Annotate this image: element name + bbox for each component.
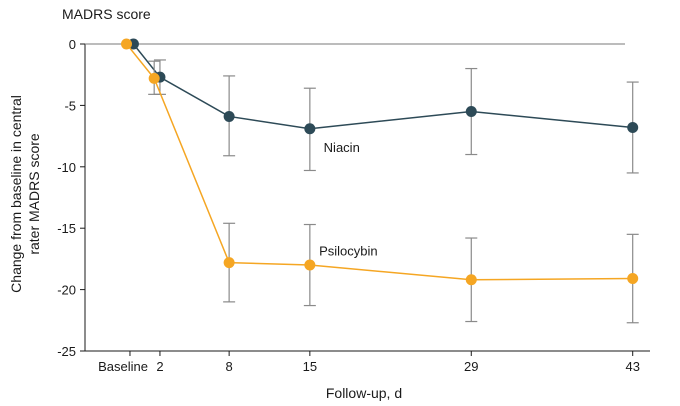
data-point bbox=[465, 274, 477, 286]
series-label: Niacin bbox=[324, 140, 360, 155]
y-tick-label: -10 bbox=[57, 160, 76, 175]
data-point bbox=[627, 122, 639, 134]
data-point bbox=[121, 38, 133, 50]
x-tick-label: 15 bbox=[303, 359, 317, 374]
series-line bbox=[132, 43, 633, 130]
data-point bbox=[148, 72, 160, 84]
data-point bbox=[304, 123, 316, 135]
y-tick-label: -5 bbox=[64, 98, 76, 113]
data-point bbox=[223, 257, 235, 269]
y-tick-label: -20 bbox=[57, 283, 76, 298]
x-tick-label: Baseline bbox=[98, 359, 148, 374]
y-tick-label: -15 bbox=[57, 221, 76, 236]
x-tick-label: 8 bbox=[226, 359, 233, 374]
y-axis-title-line-1: Change from baseline in central bbox=[8, 95, 24, 293]
x-axis-title: Follow-up, d bbox=[326, 385, 402, 401]
y-axis-title-line-2: rater MADRS score bbox=[26, 133, 42, 255]
y-axis-title: Change from baseline in central rater MA… bbox=[8, 95, 42, 293]
x-tick-label: 43 bbox=[625, 359, 639, 374]
chart-title: MADRS score bbox=[62, 6, 151, 22]
series-label: Psilocybin bbox=[319, 243, 378, 258]
y-tick-label: -25 bbox=[57, 344, 76, 359]
data-point bbox=[627, 273, 639, 285]
y-tick-label: 0 bbox=[69, 37, 76, 52]
data-point bbox=[304, 259, 316, 271]
data-point bbox=[223, 110, 235, 122]
series-psilocybin: Psilocybin bbox=[121, 38, 639, 324]
data-point bbox=[465, 106, 477, 118]
x-tick-label: 29 bbox=[464, 359, 478, 374]
series-line bbox=[125, 43, 633, 281]
plot-area: 0 -5 -10 -15 -20 -25 Baseline 2 8 15 29 43 Niacin Psi… bbox=[57, 37, 650, 374]
series-niacin: Niacin bbox=[127, 38, 639, 174]
x-tick-label: 2 bbox=[156, 359, 163, 374]
